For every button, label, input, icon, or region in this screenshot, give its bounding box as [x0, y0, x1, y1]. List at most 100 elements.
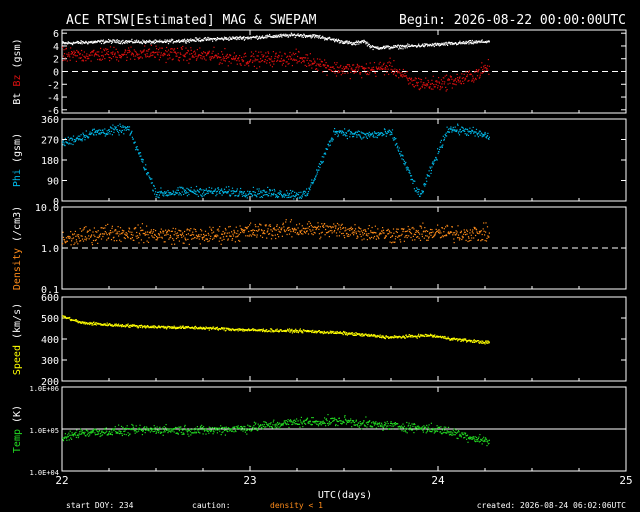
data-point — [188, 243, 190, 245]
data-point — [339, 66, 341, 68]
data-point — [371, 46, 373, 48]
data-point — [292, 59, 294, 61]
data-point — [203, 239, 206, 242]
data-point — [223, 59, 225, 62]
data-point — [288, 196, 290, 198]
data-point — [426, 235, 428, 237]
data-point — [432, 44, 434, 46]
data-point — [305, 195, 307, 197]
data-point — [348, 235, 350, 237]
data-point — [151, 41, 153, 44]
data-point — [394, 241, 396, 243]
data-point — [430, 234, 432, 236]
data-point — [394, 70, 396, 72]
data-point — [481, 39, 483, 41]
data-point — [83, 135, 85, 137]
data-point — [103, 432, 105, 434]
data-point — [100, 238, 103, 240]
data-point — [193, 234, 195, 236]
data-point — [347, 41, 349, 43]
data-point — [105, 232, 107, 234]
data-point — [474, 135, 476, 137]
data-point — [156, 239, 158, 241]
data-point — [307, 330, 310, 332]
data-point — [278, 331, 280, 333]
data-point — [486, 342, 488, 344]
data-point — [324, 331, 326, 333]
data-point — [288, 58, 290, 60]
data-point — [202, 56, 204, 58]
data-point — [261, 192, 263, 194]
data-point — [110, 127, 112, 129]
data-point — [280, 329, 282, 331]
data-point — [184, 189, 187, 191]
data-point — [437, 335, 439, 337]
data-point — [189, 58, 191, 60]
data-point — [161, 428, 163, 430]
data-point — [231, 38, 233, 40]
data-point — [149, 40, 151, 42]
data-point — [412, 336, 414, 338]
data-point — [62, 437, 64, 439]
data-point — [468, 79, 470, 82]
data-point — [465, 78, 467, 80]
data-point — [103, 233, 105, 235]
data-point — [78, 435, 80, 437]
data-point — [366, 233, 368, 235]
data-point — [431, 229, 433, 231]
data-point — [242, 37, 244, 40]
data-point — [385, 235, 387, 237]
data-point — [239, 36, 241, 38]
data-point — [467, 240, 469, 243]
data-point — [325, 225, 327, 227]
data-point — [159, 39, 161, 41]
data-point — [431, 336, 433, 338]
data-point — [91, 244, 94, 246]
data-point — [287, 63, 289, 65]
data-point — [416, 231, 418, 233]
data-point — [467, 236, 470, 238]
data-point — [113, 429, 115, 431]
data-point — [87, 230, 89, 232]
data-point — [198, 40, 200, 42]
data-point — [401, 233, 403, 235]
data-point — [141, 434, 143, 436]
data-point — [118, 230, 120, 233]
data-point — [405, 167, 407, 169]
data-point — [462, 237, 464, 239]
data-point — [371, 68, 373, 71]
data-point — [76, 40, 78, 42]
data-point — [118, 132, 120, 134]
data-point — [166, 429, 168, 431]
data-point — [98, 40, 100, 42]
data-point — [314, 37, 316, 39]
data-point — [110, 130, 113, 132]
data-point — [368, 73, 370, 76]
data-point — [222, 56, 225, 58]
data-point — [224, 37, 226, 39]
data-point — [330, 138, 332, 140]
data-point — [365, 136, 367, 138]
data-point — [180, 234, 182, 236]
data-point — [133, 142, 135, 144]
data-point — [296, 233, 298, 235]
data-point — [78, 42, 80, 44]
data-point — [173, 431, 175, 433]
data-point — [171, 327, 173, 329]
data-point — [260, 191, 262, 193]
data-point — [407, 78, 409, 80]
data-point — [269, 189, 272, 191]
data-point — [349, 332, 351, 334]
data-point — [359, 231, 361, 233]
data-point — [124, 429, 126, 431]
data-point — [370, 230, 372, 232]
data-point — [267, 36, 269, 38]
data-point — [390, 232, 392, 234]
data-point — [77, 434, 79, 436]
data-point — [195, 431, 198, 433]
data-point — [63, 53, 66, 55]
data-point — [470, 239, 472, 241]
data-point — [77, 51, 79, 53]
data-point — [399, 46, 401, 48]
data-point — [111, 134, 113, 136]
